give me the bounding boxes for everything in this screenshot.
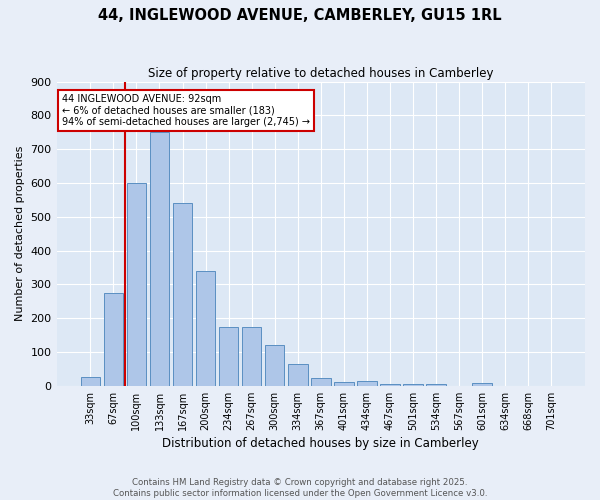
Bar (311, 378, 331, 386)
Bar (334, 382, 353, 386)
Text: 44, INGLEWOOD AVENUE, CAMBERLEY, GU15 1RL: 44, INGLEWOOD AVENUE, CAMBERLEY, GU15 1R… (98, 8, 502, 22)
Bar (472, 383, 492, 386)
Text: Contains HM Land Registry data © Crown copyright and database right 2025.
Contai: Contains HM Land Registry data © Crown c… (113, 478, 487, 498)
Bar (149, 132, 169, 386)
Bar (288, 364, 308, 386)
Bar (196, 271, 215, 386)
Bar (265, 346, 284, 386)
Bar (403, 384, 423, 386)
Bar (242, 326, 262, 386)
Title: Size of property relative to detached houses in Camberley: Size of property relative to detached ho… (148, 68, 494, 80)
Bar (80, 378, 100, 386)
Bar (127, 183, 146, 386)
Bar (173, 204, 193, 386)
Text: 44 INGLEWOOD AVENUE: 92sqm
← 6% of detached houses are smaller (183)
94% of semi: 44 INGLEWOOD AVENUE: 92sqm ← 6% of detac… (62, 94, 310, 127)
Bar (426, 384, 446, 386)
X-axis label: Distribution of detached houses by size in Camberley: Distribution of detached houses by size … (163, 437, 479, 450)
Bar (357, 381, 377, 386)
Y-axis label: Number of detached properties: Number of detached properties (15, 146, 25, 322)
Bar (380, 384, 400, 386)
Bar (219, 326, 238, 386)
Bar (104, 293, 123, 386)
